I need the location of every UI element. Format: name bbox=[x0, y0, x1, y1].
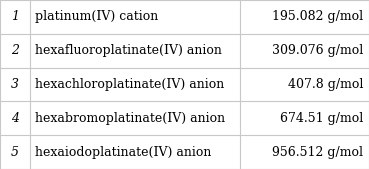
Text: 3: 3 bbox=[11, 78, 19, 91]
Text: hexaiodoplatinate(IV) anion: hexaiodoplatinate(IV) anion bbox=[35, 146, 211, 159]
Text: 956.512 g/mol: 956.512 g/mol bbox=[272, 146, 363, 159]
Text: 1: 1 bbox=[11, 10, 19, 23]
Text: 2: 2 bbox=[11, 44, 19, 57]
Text: platinum(IV) cation: platinum(IV) cation bbox=[35, 10, 158, 23]
Text: 674.51 g/mol: 674.51 g/mol bbox=[280, 112, 363, 125]
Text: 309.076 g/mol: 309.076 g/mol bbox=[272, 44, 363, 57]
Text: 4: 4 bbox=[11, 112, 19, 125]
Text: hexafluoroplatinate(IV) anion: hexafluoroplatinate(IV) anion bbox=[35, 44, 222, 57]
Text: 195.082 g/mol: 195.082 g/mol bbox=[272, 10, 363, 23]
Text: 5: 5 bbox=[11, 146, 19, 159]
Text: hexachloroplatinate(IV) anion: hexachloroplatinate(IV) anion bbox=[35, 78, 224, 91]
Text: 407.8 g/mol: 407.8 g/mol bbox=[288, 78, 363, 91]
Text: hexabromoplatinate(IV) anion: hexabromoplatinate(IV) anion bbox=[35, 112, 225, 125]
